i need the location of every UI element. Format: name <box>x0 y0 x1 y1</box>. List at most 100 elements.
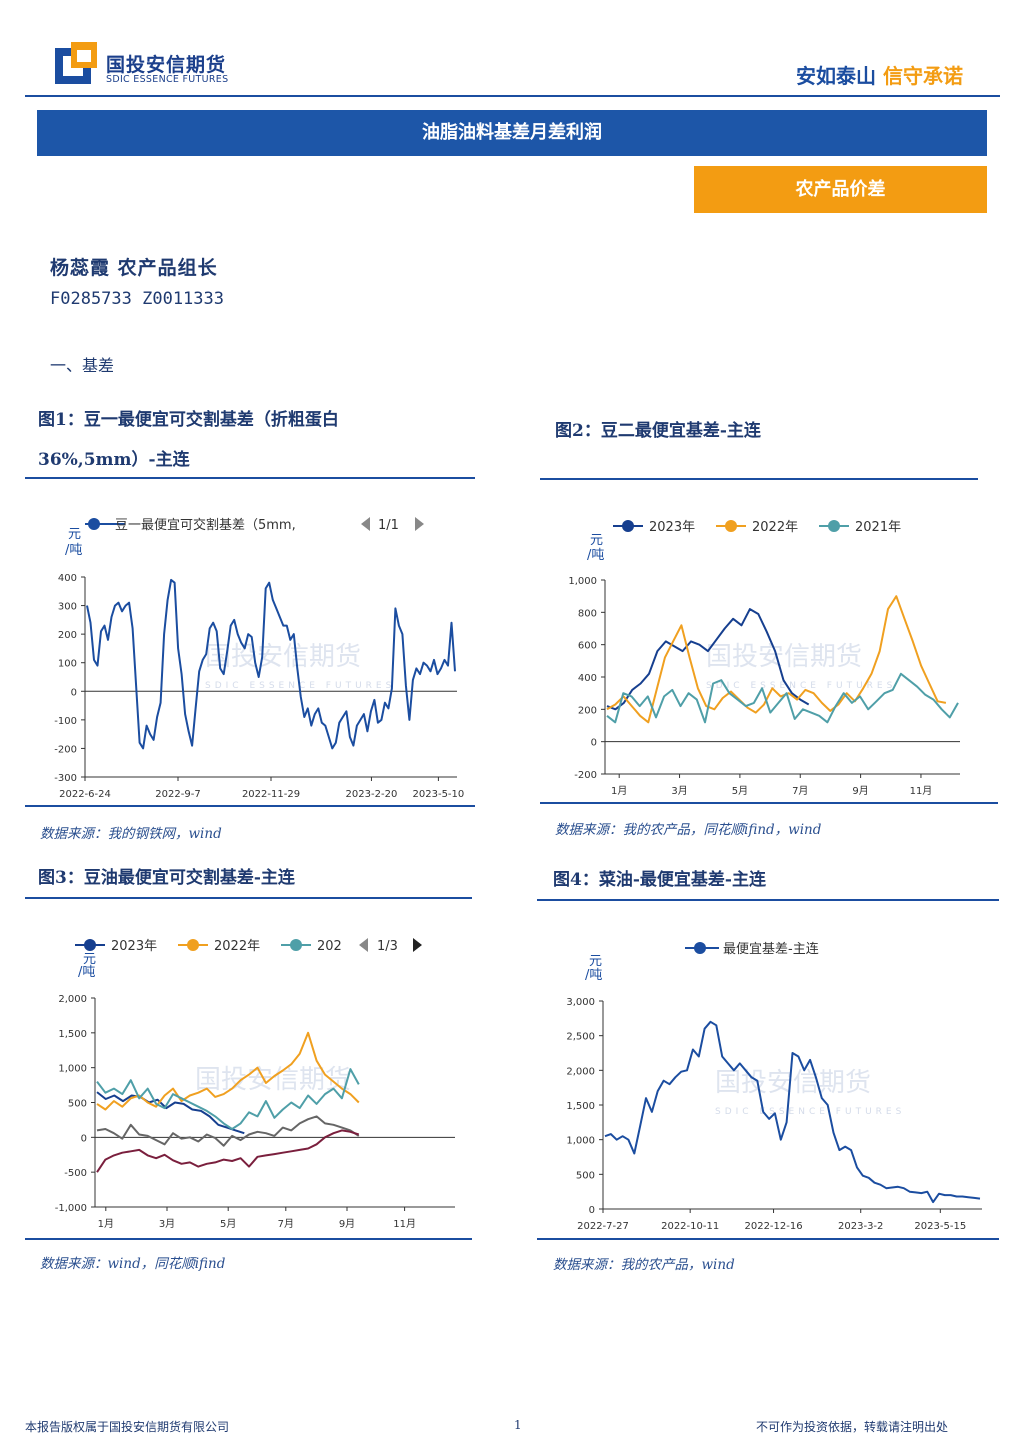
figure-4-unit-line1: 元 <box>589 954 602 969</box>
x-tick-label: 11月 <box>393 1218 416 1230</box>
x-tick-label: 9月 <box>852 785 868 797</box>
legend-marker <box>725 520 737 532</box>
y-tick-label: 1,500 <box>566 1101 595 1112</box>
y-tick-label: 100 <box>58 659 77 670</box>
company-logo <box>55 42 97 84</box>
x-tick-label: 2023-3-2 <box>838 1221 883 1232</box>
x-tick-label: 2022-11-29 <box>242 789 300 800</box>
x-tick-label: 1月 <box>611 785 627 797</box>
figure-4-top-rule <box>537 899 999 901</box>
y-tick-label: 500 <box>68 1099 87 1110</box>
figure-2-unit-line2: /吨 <box>587 548 604 563</box>
next-page-icon[interactable] <box>415 517 424 531</box>
x-tick-label: 7月 <box>278 1218 294 1230</box>
x-tick-label: 2022-9-7 <box>155 789 200 800</box>
page-number: 1 <box>514 1418 522 1432</box>
x-tick-label: 2023-2-20 <box>346 789 398 800</box>
x-tick-label: 2022-6-24 <box>59 789 111 800</box>
y-tick-label: -500 <box>64 1168 87 1179</box>
y-tick-label: 3,000 <box>566 997 595 1008</box>
series-line <box>96 1115 360 1147</box>
x-tick-label: 1月 <box>98 1218 114 1230</box>
prev-page-icon[interactable] <box>361 517 370 531</box>
x-tick-label: 2022-10-11 <box>661 1221 719 1232</box>
y-tick-label: 0 <box>589 1205 595 1216</box>
y-tick-label: 400 <box>58 573 77 584</box>
series-line <box>606 595 947 724</box>
figure-2-unit-line1: 元 <box>590 533 603 548</box>
y-tick-label: -200 <box>574 770 597 781</box>
y-tick-label: 0 <box>71 687 77 698</box>
company-name-cn: 国投安信期货 <box>106 54 227 76</box>
legend-label: 2023年 <box>111 939 157 954</box>
author: 杨蕊霞 农产品组长 <box>50 257 218 279</box>
figure-2-watermark-en: SDIC ESSENCE FUTURES <box>706 681 896 691</box>
y-tick-label: 1,000 <box>568 576 597 587</box>
figure-2-watermark: 国投安信期货 <box>706 642 862 672</box>
figure-1-top-rule <box>25 477 475 479</box>
figure-4-title: 图4：菜油-最便宜基差-主连 <box>553 870 766 890</box>
y-tick-label: 0 <box>81 1133 87 1144</box>
x-tick-label: 2023-5-10 <box>413 789 465 800</box>
figure-4-legend-label: 最便宜基差-主连 <box>723 941 819 957</box>
x-tick-label: 7月 <box>792 785 808 797</box>
legend-label: 2022年 <box>214 939 260 954</box>
slogan-part-b: 信守承诺 <box>883 64 963 88</box>
legend-label: 202 <box>317 939 342 954</box>
certification-numbers: F0285733 Z0011333 <box>50 289 224 309</box>
figure-4-source: 数据来源：我的农产品，wind <box>553 1257 735 1273</box>
figure-3-pager: 1/3 <box>377 939 398 954</box>
slogan: 安如泰山 信守承诺 <box>796 60 963 89</box>
y-tick-label: -100 <box>54 716 77 727</box>
slogan-part-a: 安如泰山 <box>796 64 877 88</box>
y-tick-label: 0 <box>591 738 597 749</box>
x-tick-label: 3月 <box>159 1218 175 1230</box>
y-tick-label: -200 <box>54 744 77 755</box>
series-line <box>606 608 810 711</box>
legend-label: 2023年 <box>649 520 695 535</box>
figure-2-chart: 2023年 2022年 2021年 元 /吨 国投安信期货 SDIC ESSENCE… <box>568 520 960 797</box>
series-line <box>86 578 456 750</box>
legend-label: 2022年 <box>752 520 798 535</box>
y-tick-label: 800 <box>578 608 597 619</box>
figure-2-top-rule <box>540 478 978 480</box>
figure-4-watermark: 国投安信期货 <box>715 1068 871 1098</box>
header-divider <box>25 95 1000 97</box>
x-tick-label: 3月 <box>671 785 687 797</box>
y-tick-label: -300 <box>54 773 77 784</box>
x-tick-label: 9月 <box>339 1218 355 1230</box>
figure-2-source: 数据来源：我的农产品，同花顺ifind，wind <box>555 822 822 838</box>
next-page-icon[interactable] <box>413 938 422 952</box>
figure-3-watermark: 国投安信期货 <box>195 1065 351 1095</box>
figure-1-legend-label: 豆一最便宜可交割基差（5mm, <box>115 517 296 533</box>
y-tick-label: 2,500 <box>566 1032 595 1043</box>
legend-marker <box>828 520 840 532</box>
x-tick-label: 5月 <box>220 1218 236 1230</box>
figure-1-source: 数据来源：我的钢铁网，wind <box>40 826 222 842</box>
figure-3-title: 图3：豆油最便宜可交割基差-主连 <box>38 868 295 888</box>
figure-4-legend-marker <box>694 942 706 954</box>
y-tick-label: 200 <box>58 630 77 641</box>
y-tick-label: 400 <box>578 673 597 684</box>
report-title: 油脂油料基差月差利润 <box>37 110 987 156</box>
legend-marker <box>187 939 199 951</box>
figure-1-legend-marker <box>88 518 100 530</box>
figure-4-chart: 最便宜基差-主连 元 /吨 国投安信期货 SDIC ESSENCE FUTURE… <box>566 941 982 1232</box>
x-tick-label: 11月 <box>910 785 933 797</box>
figure-1-bottom-rule <box>25 805 475 807</box>
series-line <box>606 672 959 724</box>
prev-page-icon[interactable] <box>359 938 368 952</box>
figure-1-watermark: 国投安信期货 <box>205 642 361 672</box>
figure-2-title: 图2：豆二最便宜基差-主连 <box>555 421 761 441</box>
figure-1-pager: 1/1 <box>378 518 399 533</box>
legend-label: 2021年 <box>855 520 901 535</box>
series-line <box>604 1020 981 1204</box>
figure-3-source: 数据来源：wind，同花顺ifind <box>40 1256 226 1272</box>
company-name-en: SDIC ESSENCE FUTURES <box>106 74 229 85</box>
series-line <box>96 1091 245 1135</box>
series-line <box>96 1068 360 1130</box>
figure-1-title-line1: 图1：豆一最便宜可交割基差（折粗蛋白 <box>38 410 339 430</box>
legend-marker <box>622 520 634 532</box>
y-tick-label: 200 <box>578 705 597 716</box>
section-heading: 一、基差 <box>50 356 115 375</box>
